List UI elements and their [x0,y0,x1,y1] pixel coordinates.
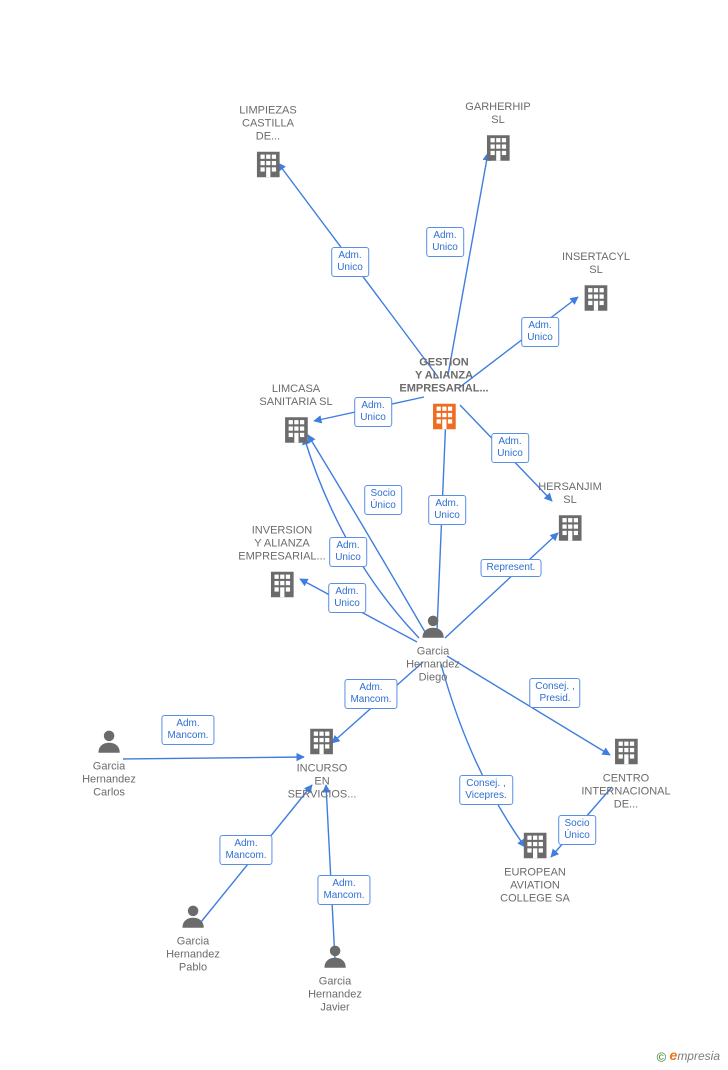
building-icon [579,281,613,315]
edge-label[interactable]: Socio Único [364,485,402,515]
building-icon [265,568,299,602]
building-icon [609,735,643,769]
node-gestion[interactable]: GESTION Y ALIANZA EMPRESARIAL... [399,357,488,434]
watermark: © empresia [657,1047,720,1064]
person-icon [418,612,448,642]
node-label: Garcia Hernandez Diego [406,646,460,685]
node-label: LIMCASA SANITARIA SL [259,383,332,409]
building-icon [427,400,461,434]
edge-javier-incurso [326,785,335,960]
node-label: CENTRO INTERNACIONAL DE... [581,773,670,812]
node-javier[interactable]: Garcia Hernandez Javier [308,942,362,1015]
edge-gestion-garherhip [448,153,488,375]
building-icon [481,131,515,165]
edge-diego-hersanjim [445,533,558,638]
node-label: INCURSO EN SERVICIOS... [288,763,357,802]
edge-label[interactable]: Consej. , Vicepres. [459,775,513,805]
person-icon [178,902,208,932]
node-label: INVERSION Y ALIANZA EMPRESARIAL... [238,525,325,564]
edge-label[interactable]: Adm. Unico [328,583,366,613]
node-limpiezas[interactable]: LIMPIEZAS CASTILLA DE... [239,105,296,182]
edge-label[interactable]: Adm. Unico [354,397,392,427]
edge-diego-european [441,664,525,847]
node-carlos[interactable]: Garcia Hernandez Carlos [82,727,136,800]
node-label: LIMPIEZAS CASTILLA DE... [239,105,296,144]
edge-label[interactable]: Adm. Mancom. [219,835,272,865]
node-pablo[interactable]: Garcia Hernandez Pablo [166,902,220,975]
edge-label[interactable]: Consej. , Presid. [529,678,580,708]
edge-label[interactable]: Adm. Mancom. [344,679,397,709]
node-label: GESTION Y ALIANZA EMPRESARIAL... [399,357,488,396]
edge-label[interactable]: Adm. Unico [426,227,464,257]
node-limcasa[interactable]: LIMCASA SANITARIA SL [259,383,332,447]
building-icon [553,511,587,545]
edge-label[interactable]: Represent. [481,559,542,577]
brand-rest: mpresia [677,1049,720,1063]
building-icon [251,148,285,182]
node-diego[interactable]: Garcia Hernandez Diego [406,612,460,685]
building-icon [305,725,339,759]
edge-label[interactable]: Adm. Unico [491,433,529,463]
copyright-glyph: © [657,1049,667,1064]
edge-carlos-incurso [123,757,304,759]
node-centro[interactable]: CENTRO INTERNACIONAL DE... [581,735,670,812]
node-hersanjim[interactable]: HERSANJIM SL [538,481,602,545]
person-icon [320,942,350,972]
node-label: INSERTACYL SL [562,251,630,277]
edge-label[interactable]: Adm. Unico [329,537,367,567]
node-inversion[interactable]: INVERSION Y ALIANZA EMPRESARIAL... [238,525,325,602]
node-label: GARHERHIP SL [465,101,530,127]
edges-layer [0,0,728,1070]
node-label: EUROPEAN AVIATION COLLEGE SA [500,867,570,906]
node-insertacyl[interactable]: INSERTACYL SL [562,251,630,315]
edge-label[interactable]: Adm. Mancom. [317,875,370,905]
person-icon [94,727,124,757]
node-label: Garcia Hernandez Pablo [166,936,220,975]
building-icon [279,413,313,447]
node-label: HERSANJIM SL [538,481,602,507]
network-canvas: © empresia LIMPIEZAS CASTILLA DE... GARH… [0,0,728,1070]
edge-label[interactable]: Adm. Unico [428,495,466,525]
node-incurso[interactable]: INCURSO EN SERVICIOS... [288,725,357,802]
building-icon [518,829,552,863]
edge-label[interactable]: Adm. Mancom. [161,715,214,745]
edge-label[interactable]: Adm. Unico [331,247,369,277]
node-garherhip[interactable]: GARHERHIP SL [465,101,530,165]
node-label: Garcia Hernandez Carlos [82,761,136,800]
edge-label[interactable]: Adm. Unico [521,317,559,347]
edge-label[interactable]: Socio Único [558,815,596,845]
node-label: Garcia Hernandez Javier [308,976,362,1015]
